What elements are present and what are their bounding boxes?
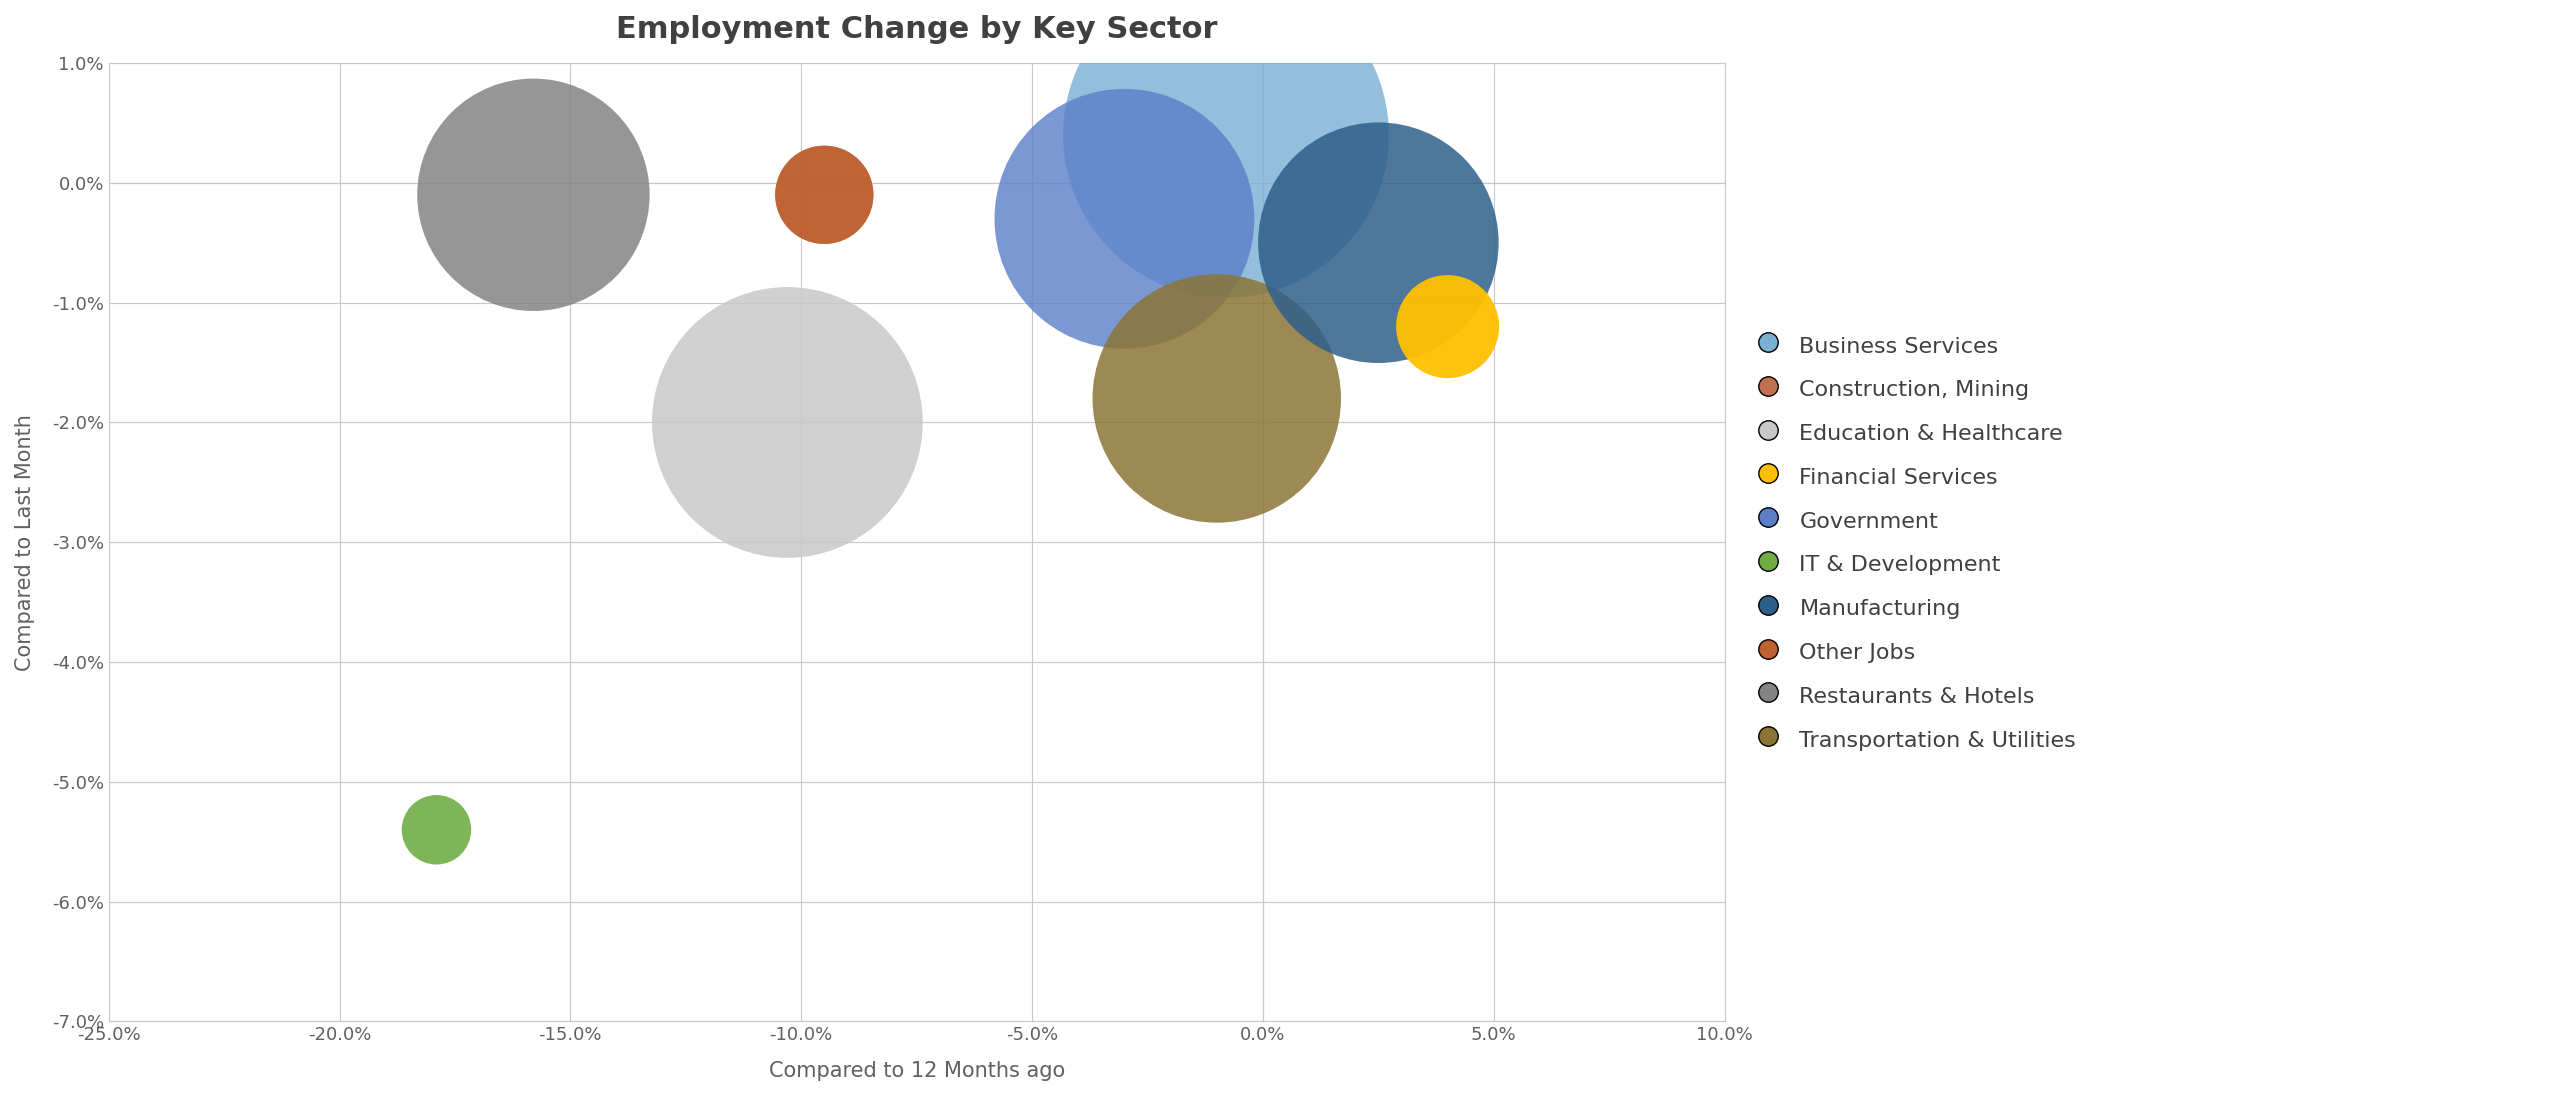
Legend: Business Services, Construction, Mining, Education & Healthcare, Financial Servi: Business Services, Construction, Mining,… — [1745, 320, 2086, 764]
Y-axis label: Compared to Last Month: Compared to Last Month — [15, 414, 36, 671]
Point — [1427, 318, 1468, 335]
X-axis label: Compared to 12 Months ago: Compared to 12 Months ago — [770, 1061, 1065, 1081]
Point — [803, 186, 844, 204]
Point — [1357, 233, 1398, 251]
Point — [513, 186, 554, 204]
Point — [1196, 390, 1237, 408]
Point — [767, 413, 808, 431]
Title: Employment Change by Key Sector: Employment Change by Key Sector — [616, 15, 1216, 44]
Point — [1206, 126, 1247, 144]
Point — [803, 186, 844, 204]
Point — [416, 821, 457, 838]
Point — [1103, 210, 1144, 228]
